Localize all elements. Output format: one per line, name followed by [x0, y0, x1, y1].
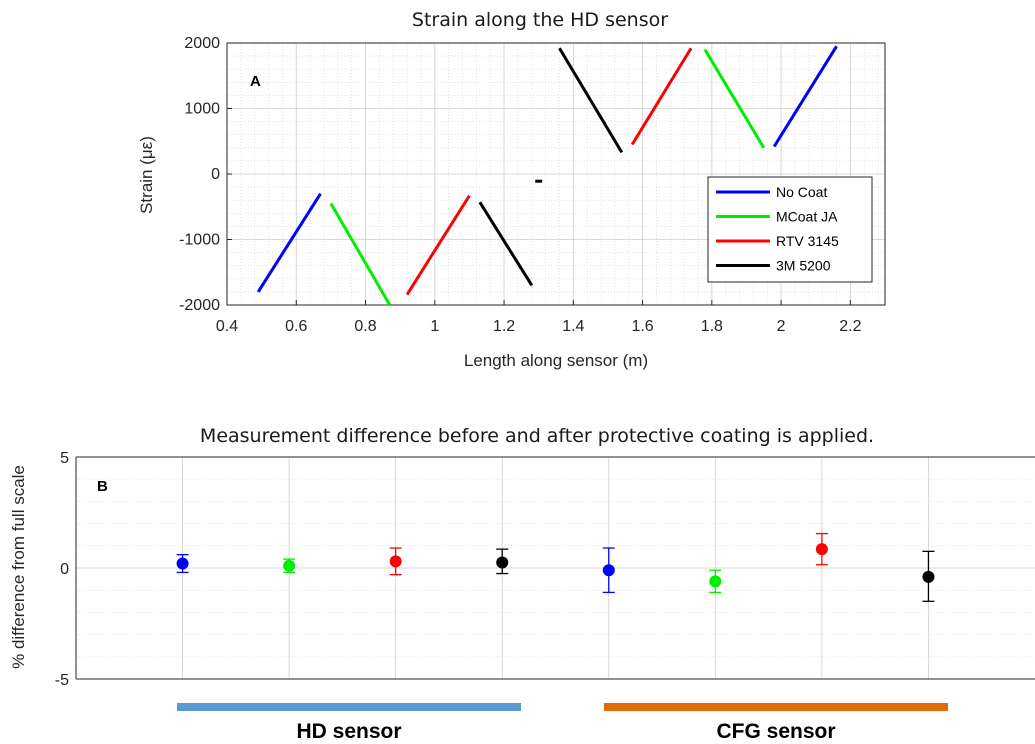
data-point-no-coat [602, 564, 615, 577]
chart-b-y-tick-label: 5 [60, 450, 69, 467]
chart-a-x-tick-label: 1.4 [562, 318, 584, 335]
series-line-3m-5200 [558, 47, 624, 154]
series-line-no-coat [772, 45, 838, 148]
chart-b: Measurement difference before and after … [9, 425, 1035, 743]
chart-a: Strain along the HD sensor 0.4 0.6 0.8 1 1.2… [137, 9, 886, 370]
data-point-3m-5200 [496, 556, 509, 569]
group-label-cfg: CFG sensor [716, 720, 835, 743]
series-line-rtv-3145 [405, 194, 471, 296]
chart-a-x-tick-label: 1.8 [701, 318, 723, 335]
chart-b-y-ticks: 5 0 -5 [55, 450, 69, 689]
data-point-rtv-3145 [815, 543, 828, 556]
series-line-no-coat [256, 192, 322, 293]
series-line-mcoat-ja [329, 202, 392, 306]
chart-a-y-tick-label: 1000 [184, 101, 220, 118]
legend-label-rtv-3145: RTV 3145 [776, 233, 839, 249]
group-bar-cfg [604, 703, 948, 711]
chart-a-x-axis-label: Length along sensor (m) [464, 351, 648, 370]
series-line-rtv-3145 [630, 47, 693, 146]
chart-a-x-tick-label: 1.6 [631, 318, 653, 335]
chart-a-legend: No Coat MCoat JA RTV 3145 3M 5200 [707, 176, 873, 283]
chart-a-x-tick-label: 1 [430, 318, 439, 335]
chart-a-x-tick-label: 0.6 [285, 318, 307, 335]
chart-b-y-tick-label: -5 [55, 672, 69, 689]
chart-a-x-tick-label: 2 [777, 318, 786, 335]
chart-b-panel-label: B [97, 478, 108, 495]
data-point-mcoat-ja [283, 559, 296, 572]
chart-a-y-axis-label: Strain (με) [137, 136, 156, 214]
chart-a-x-tick-label: 0.8 [354, 318, 376, 335]
series-line-mcoat-ja [703, 48, 766, 149]
data-point-3m-5200 [922, 570, 935, 583]
chart-b-major-grid [76, 456, 1035, 680]
chart-a-x-tick-label: 2.2 [839, 318, 861, 335]
chart-a-title: Strain along the HD sensor [412, 9, 668, 31]
chart-b-group-labels: HD sensor CFG sensor [177, 703, 948, 743]
legend-label-no-coat: No Coat [776, 184, 827, 200]
chart-b-y-tick-label: 0 [60, 561, 69, 578]
chart-a-y-tick-label: -2000 [179, 297, 220, 314]
chart-a-x-ticks: 0.4 0.6 0.8 1 1.2 1.4 1.6 1.8 2 2.2 [216, 300, 862, 335]
data-point-mcoat-ja [709, 575, 722, 588]
chart-a-y-tick-label: 2000 [184, 35, 220, 52]
group-bar-hd [177, 703, 521, 711]
chart-b-y-axis-label: % difference from full scale [9, 465, 28, 669]
chart-a-series [256, 45, 838, 306]
data-point-rtv-3145 [389, 555, 402, 568]
chart-b-title: Measurement difference before and after … [200, 425, 874, 447]
chart-a-x-tick-label: 0.4 [216, 318, 238, 335]
chart-a-panel-label: A [250, 73, 261, 90]
group-label-hd: HD sensor [296, 720, 401, 743]
chart-a-y-tick-label: -1000 [179, 232, 220, 249]
legend-label-3m-5200: 3M 5200 [776, 258, 831, 274]
data-point-no-coat [176, 557, 189, 570]
chart-a-y-tick-label: 0 [211, 166, 220, 183]
chart-b-points [176, 532, 935, 602]
chart-a-x-tick-label: 1.2 [493, 318, 515, 335]
series-line-3m-5200 [478, 201, 534, 287]
legend-label-mcoat-ja: MCoat JA [776, 209, 838, 225]
chart-a-y-ticks: 2000 1000 0 -1000 -2000 [179, 35, 232, 314]
